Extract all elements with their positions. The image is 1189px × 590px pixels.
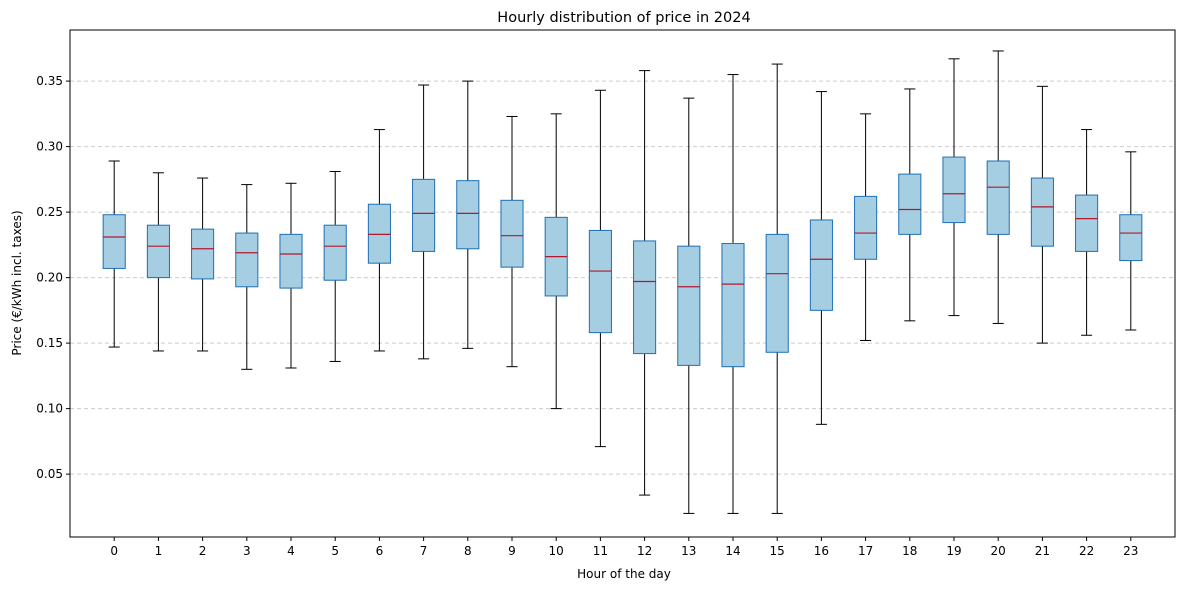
x-tick-label: 17 — [858, 544, 873, 558]
y-axis-label: Price (€/kWh incl. taxes) — [10, 210, 24, 355]
box-hour-3 — [235, 184, 259, 370]
x-tick-label: 10 — [549, 544, 564, 558]
iqr-box — [412, 178, 436, 252]
x-tick-label: 3 — [243, 544, 251, 558]
box-hour-9 — [500, 115, 524, 368]
x-tick-label: 22 — [1079, 544, 1094, 558]
iqr-box — [809, 219, 833, 311]
x-axis-label: Hour of the day — [577, 567, 671, 581]
iqr-box — [191, 228, 215, 280]
x-tick-label: 5 — [331, 544, 339, 558]
box-hour-8 — [456, 80, 480, 349]
box-series — [102, 50, 1143, 514]
x-tick-label: 0 — [110, 544, 118, 558]
box-hour-5 — [323, 170, 347, 362]
x-tick-label: 21 — [1035, 544, 1050, 558]
box-hour-12 — [633, 70, 657, 496]
iqr-box — [1075, 194, 1099, 252]
box-hour-21 — [1030, 85, 1054, 344]
x-tick-label: 19 — [946, 544, 961, 558]
x-tick-label: 20 — [991, 544, 1006, 558]
x-tick-label: 16 — [814, 544, 829, 558]
box-hour-15 — [765, 63, 789, 514]
iqr-box — [500, 199, 524, 268]
box-hour-23 — [1119, 151, 1143, 331]
box-hour-0 — [102, 160, 126, 348]
box-hour-20 — [986, 50, 1010, 324]
y-tick-label: 0.30 — [36, 140, 63, 154]
iqr-box — [367, 203, 391, 264]
iqr-box — [323, 224, 347, 281]
y-tick-label: 0.05 — [36, 467, 63, 481]
y-tick-label: 0.25 — [36, 205, 63, 219]
box-hour-22 — [1075, 129, 1099, 336]
x-tick-label: 4 — [287, 544, 295, 558]
iqr-box — [898, 173, 922, 235]
box-hour-18 — [898, 88, 922, 322]
x-axis: 0 1 2 3 4 5 6 7 8 9 10 11 12 13 14 15 16 17 18 19 20 21 22 23 — [110, 537, 1138, 558]
box-hour-2 — [191, 177, 215, 352]
x-tick-label: 9 — [508, 544, 516, 558]
plot-frame — [69, 29, 1176, 538]
iqr-box — [235, 232, 259, 288]
iqr-box — [765, 233, 789, 353]
y-axis: 0.05 0.10 0.15 0.20 0.25 0.30 0.35 — [36, 74, 70, 481]
iqr-box — [986, 160, 1010, 235]
iqr-box — [677, 245, 701, 366]
box-hour-1 — [146, 172, 170, 352]
x-tick-label: 2 — [199, 544, 207, 558]
x-tick-label: 7 — [420, 544, 428, 558]
box-hour-7 — [412, 84, 436, 360]
iqr-box — [942, 156, 966, 224]
y-tick-label: 0.20 — [36, 271, 63, 285]
x-tick-label: 1 — [155, 544, 163, 558]
box-hour-6 — [367, 129, 391, 352]
iqr-box — [588, 229, 612, 334]
y-tick-label: 0.35 — [36, 74, 63, 88]
box-hour-19 — [942, 58, 966, 317]
x-tick-label: 18 — [902, 544, 917, 558]
iqr-box — [146, 224, 170, 279]
box-hour-16 — [809, 91, 833, 425]
x-tick-label: 13 — [681, 544, 696, 558]
box-hour-14 — [721, 74, 745, 514]
box-hour-11 — [588, 89, 612, 448]
iqr-box — [1030, 177, 1054, 247]
x-tick-label: 23 — [1123, 544, 1138, 558]
iqr-box — [1119, 214, 1143, 262]
x-tick-label: 8 — [464, 544, 472, 558]
iqr-box — [854, 195, 878, 260]
y-tick-label: 0.10 — [36, 402, 63, 416]
x-tick-label: 14 — [725, 544, 740, 558]
iqr-box — [633, 240, 657, 355]
box-hour-4 — [279, 182, 303, 369]
y-tick-label: 0.15 — [36, 336, 63, 350]
iqr-box — [102, 214, 126, 269]
x-tick-label: 6 — [376, 544, 384, 558]
box-hour-13 — [677, 97, 701, 514]
box-hour-10 — [544, 113, 568, 410]
x-tick-label: 15 — [770, 544, 785, 558]
iqr-box — [456, 180, 480, 250]
x-tick-label: 11 — [593, 544, 608, 558]
iqr-box — [721, 243, 745, 368]
iqr-box — [279, 233, 303, 289]
chart-title: Hourly distribution of price in 2024 — [497, 10, 750, 26]
x-tick-label: 12 — [637, 544, 652, 558]
box-hour-17 — [854, 113, 878, 341]
